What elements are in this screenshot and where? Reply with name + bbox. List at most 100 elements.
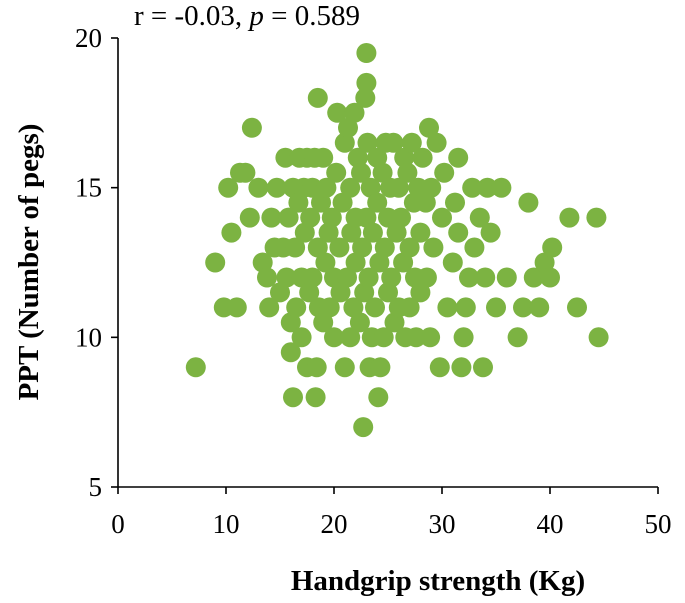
data-point-137 xyxy=(451,357,472,378)
data-point-127 xyxy=(423,237,444,258)
data-point-66 xyxy=(340,177,361,198)
data-point-67 xyxy=(341,222,362,243)
data-point-75 xyxy=(352,237,373,258)
data-point-156 xyxy=(534,252,555,273)
data-point-133 xyxy=(442,252,463,273)
data-point-143 xyxy=(469,207,490,228)
data-point-157 xyxy=(540,267,560,288)
data-point-69 xyxy=(344,102,365,123)
data-point-49 xyxy=(315,252,336,273)
data-point-91 xyxy=(368,387,389,408)
data-point-12 xyxy=(257,267,277,288)
data-point-146 xyxy=(477,177,498,198)
data-point-142 xyxy=(464,237,485,258)
data-point-48 xyxy=(313,147,334,168)
data-point-43 xyxy=(307,87,328,108)
data-point-98 xyxy=(378,282,398,303)
data-point-50 xyxy=(316,177,337,198)
data-point-94 xyxy=(372,162,393,183)
data-point-0 xyxy=(185,357,206,378)
data-point-52 xyxy=(319,297,340,318)
data-point-38 xyxy=(302,267,323,288)
data-point-114 xyxy=(401,132,422,153)
data-point-96 xyxy=(374,237,395,258)
data-point-26 xyxy=(285,237,306,258)
data-point-83 xyxy=(358,267,379,288)
data-point-36 xyxy=(299,282,320,303)
data-point-63 xyxy=(337,267,357,288)
data-point-88 xyxy=(365,297,385,318)
data-point-14 xyxy=(261,207,282,228)
data-point-17 xyxy=(270,282,290,303)
y-tick-label-5: 5 xyxy=(89,472,103,502)
data-point-154 xyxy=(523,267,544,288)
data-point-107 xyxy=(391,207,411,228)
data-point-155 xyxy=(529,297,550,318)
data-point-74 xyxy=(351,162,371,183)
data-point-90 xyxy=(367,192,388,213)
data-point-112 xyxy=(399,237,420,258)
data-point-13 xyxy=(259,297,280,318)
data-point-141 xyxy=(462,177,483,198)
y-tick-label-15: 15 xyxy=(75,173,102,203)
x-axis-title: Handgrip strength (Kg) xyxy=(291,565,585,597)
data-point-68 xyxy=(343,297,364,318)
data-point-132 xyxy=(437,297,458,318)
data-point-113 xyxy=(399,297,420,318)
x-axis-ticks: 0 10 20 30 40 50 xyxy=(111,487,672,539)
data-point-8 xyxy=(239,207,260,228)
data-point-23 xyxy=(280,342,301,363)
data-point-103 xyxy=(384,312,405,333)
stats-annotation: r = -0.03, p = 0.589 xyxy=(134,0,360,32)
data-point-22 xyxy=(280,312,301,333)
y-tick-label-10: 10 xyxy=(75,322,102,352)
data-point-139 xyxy=(455,297,476,318)
x-tick-label-40: 40 xyxy=(537,509,564,539)
data-point-131 xyxy=(434,162,455,183)
data-point-82 xyxy=(357,132,378,153)
r-statistic: r = -0.03, xyxy=(134,0,249,32)
data-point-42 xyxy=(306,357,327,378)
data-point-102 xyxy=(383,132,404,153)
data-point-16 xyxy=(266,177,287,198)
data-point-7 xyxy=(235,162,256,183)
data-point-27 xyxy=(286,297,307,318)
data-point-56 xyxy=(326,162,347,183)
data-point-128 xyxy=(426,132,447,153)
data-point-79 xyxy=(356,43,377,63)
data-point-51 xyxy=(318,222,339,243)
data-point-3 xyxy=(218,177,239,198)
data-point-85 xyxy=(360,177,381,198)
data-point-150 xyxy=(496,267,517,288)
data-point-109 xyxy=(394,147,415,168)
data-point-149 xyxy=(491,177,512,198)
data-point-125 xyxy=(420,327,441,348)
data-point-62 xyxy=(334,132,355,153)
data-point-160 xyxy=(567,297,587,318)
data-point-151 xyxy=(507,327,528,348)
data-point-72 xyxy=(347,147,368,168)
x-tick-label-0: 0 xyxy=(111,509,125,539)
data-point-44 xyxy=(307,237,328,258)
p-value: = 0.589 xyxy=(264,0,360,32)
data-point-39 xyxy=(302,177,323,198)
data-point-1 xyxy=(205,252,226,273)
data-point-80 xyxy=(356,72,377,93)
p-symbol: p xyxy=(247,0,264,32)
data-point-105 xyxy=(388,177,409,198)
y-tick-label-20: 20 xyxy=(75,23,102,53)
data-point-55 xyxy=(324,327,344,348)
x-tick-label-10: 10 xyxy=(213,509,240,539)
data-point-152 xyxy=(513,297,533,318)
data-point-162 xyxy=(588,327,609,348)
data-point-101 xyxy=(381,267,402,288)
data-point-47 xyxy=(313,312,334,333)
data-point-135 xyxy=(448,147,469,168)
data-point-10 xyxy=(248,177,269,198)
data-point-73 xyxy=(349,312,370,333)
data-point-9 xyxy=(241,117,262,138)
data-point-158 xyxy=(542,237,563,258)
data-point-117 xyxy=(406,327,427,348)
data-point-126 xyxy=(421,177,442,198)
